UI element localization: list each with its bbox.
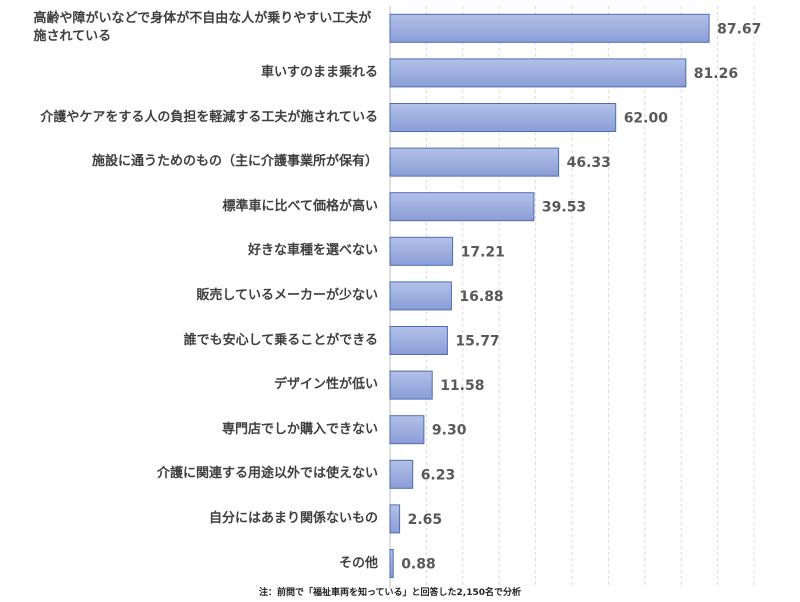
bar [389,326,448,355]
category-label: 施設に通うためのもの（主に介護事業所が保有） [91,154,378,170]
category-label: 専門店でしか購入できない [221,421,378,437]
category-label: 自分にはあまり関係ないもの [208,510,378,526]
category-label: 車いすのまま乗れる [260,64,378,80]
bar [389,236,454,266]
data-label: 0.88 [401,557,436,573]
data-label: 81.26 [694,66,738,82]
bar [389,281,452,311]
bar [389,549,394,578]
category-label: デザイン性が低い [273,377,378,393]
data-label: 16.88 [459,289,503,305]
category-label: 介護やケアをする人の負担を軽減する工夫が施されている [40,109,378,125]
data-label: 17.21 [461,244,505,260]
data-label: 87.67 [717,21,761,37]
category-label: 標準車に比べて価格が高い [222,198,378,214]
data-label: 9.30 [432,423,467,439]
bar [389,147,560,177]
category-label: 高齢や障がいなどで身体が不自由な人が乗りやすい工夫が施されている [33,11,372,45]
data-label: 6.23 [421,467,456,483]
category-label: 介護に関連する用途以外では使えない [156,466,378,482]
footnote: 注：前問で「福祉車両を知っている」と回答した2,150名で分析 [258,588,522,598]
category-label: 誰でも安心して乗ることができる [183,332,378,348]
bar [389,103,617,132]
bar [389,192,535,222]
data-label: 11.58 [440,378,484,394]
data-label: 46.33 [567,155,611,171]
data-label: 39.53 [542,200,586,216]
bar [389,370,433,400]
category-label: その他 [338,555,378,571]
bar [389,13,710,43]
bars [389,13,710,578]
bar [389,58,687,88]
data-labels: 87.67 81.26 62.00 46.33 39.53 17.21 16.88 15.77… [401,21,761,572]
category-label: 好きな車種を選べない [247,243,378,259]
bar [389,504,401,534]
data-label: 62.00 [624,111,669,127]
bar [389,415,425,445]
data-label: 15.77 [455,334,499,350]
category-label: 販売しているメーカーが少ない [196,287,378,303]
bar [389,459,414,489]
data-label: 2.65 [408,512,443,528]
